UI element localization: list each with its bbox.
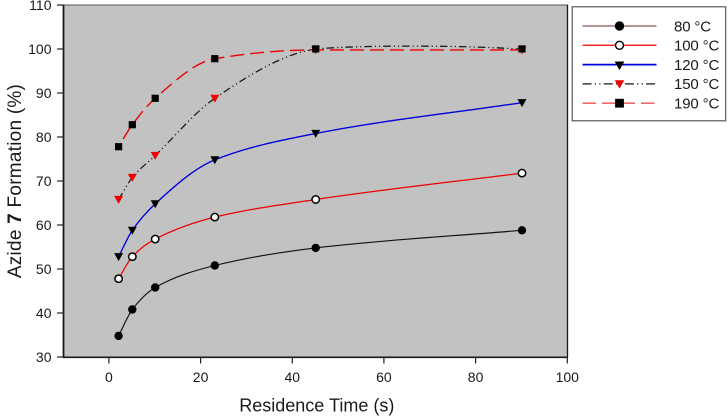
svg-text:100: 100 [28,41,52,57]
svg-text:100 °C: 100 °C [674,38,719,55]
svg-text:80: 80 [468,369,484,385]
svg-text:190 °C: 190 °C [674,96,719,113]
svg-text:Azide 7 Formation (%): Azide 7 Formation (%) [5,84,26,278]
svg-text:0: 0 [105,369,113,385]
svg-text:20: 20 [193,369,209,385]
svg-text:80 °C: 80 °C [674,18,711,35]
svg-text:70: 70 [36,173,52,189]
svg-text:40: 40 [285,369,301,385]
svg-text:150 °C: 150 °C [674,76,719,93]
svg-text:50: 50 [36,261,52,277]
svg-text:110: 110 [29,0,52,13]
svg-text:100: 100 [556,369,580,385]
svg-text:80: 80 [36,129,52,145]
svg-text:120 °C: 120 °C [674,57,719,74]
svg-text:60: 60 [376,369,392,385]
svg-text:Residence Time (s): Residence Time (s) [239,395,394,415]
svg-text:40: 40 [36,305,52,321]
svg-text:60: 60 [36,217,52,233]
svg-text:90: 90 [36,85,52,101]
svg-text:30: 30 [36,349,52,365]
